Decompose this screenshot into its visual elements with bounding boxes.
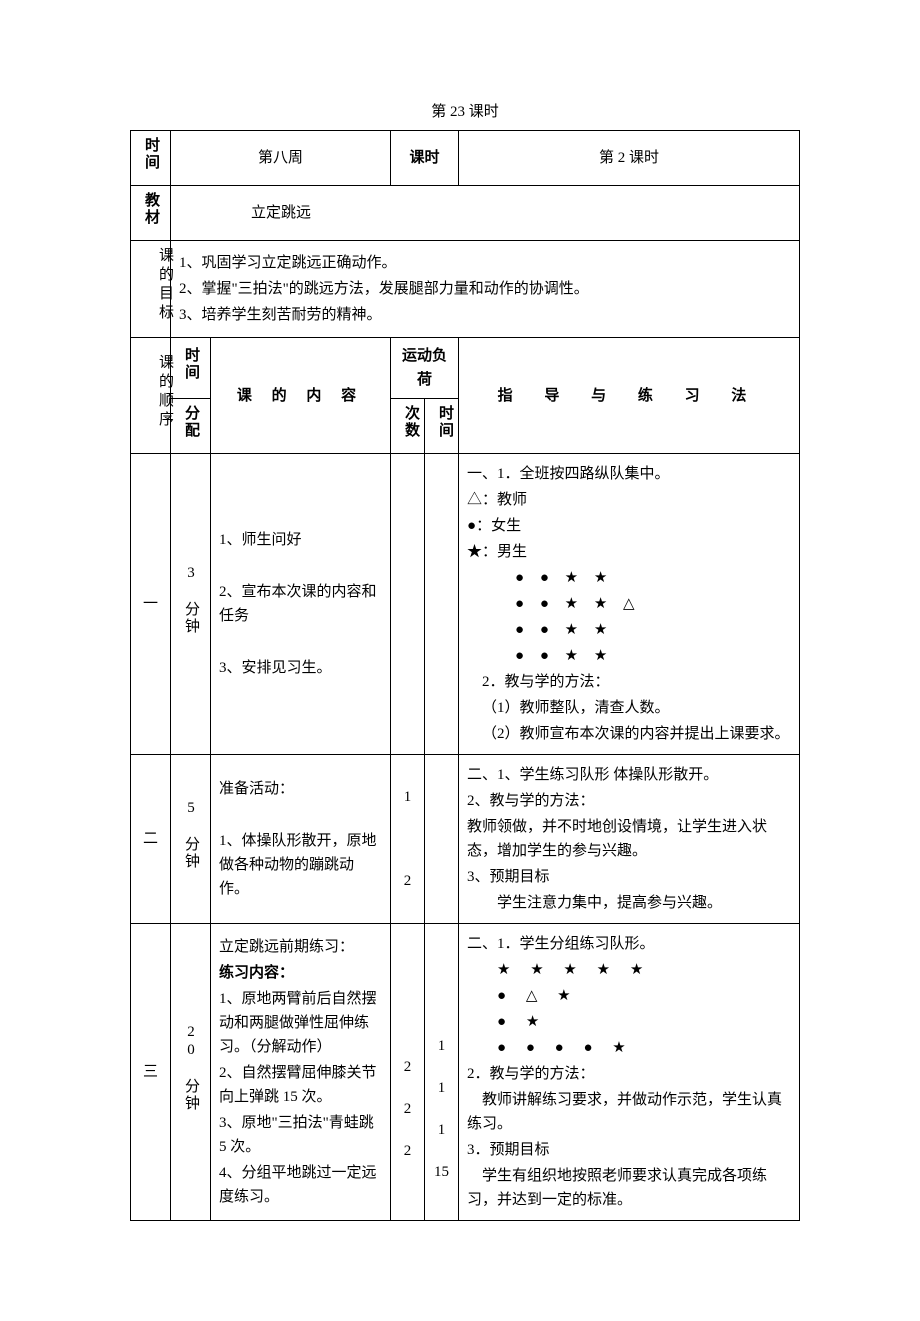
time-cell: 3 分钟 bbox=[171, 454, 211, 755]
goal-line: 3、培养学生刻苦耐劳的精神。 bbox=[179, 303, 791, 327]
section-row: 三 20 分钟 立定跳远前期练习： 练习内容： 1、原地两臂前后自然摆动和两腿做… bbox=[131, 924, 800, 1221]
content-subtitle: 练习内容： bbox=[219, 961, 382, 985]
legend-line: △：教师 bbox=[467, 488, 791, 512]
guide-line: （2）教师宣布本次课的内容并提出上课要求。 bbox=[467, 722, 791, 746]
guide-cell: 二、1、学生练习队形 体操队形散开。 2、教与学的方法： 教师领做，并不时地创设… bbox=[459, 755, 800, 924]
formation-block: ● ● ★ ★ ● ● ★ ★ △ ● ● ★ ★ ● ● ★ ★ bbox=[515, 566, 791, 668]
guide-cell: 一、1．全班按四路纵队集中。 △：教师 ●：女生 ★：男生 ● ● ★ ★ ● … bbox=[459, 454, 800, 755]
content-cell: 准备活动： 1、体操队形散开，原地做各种动物的蹦跳动作。 bbox=[211, 755, 391, 924]
content-line: 1、师生问好 bbox=[219, 528, 382, 552]
content-cell: 1、师生问好 2、宣布本次课的内容和任务 3、安排见习生。 bbox=[211, 454, 391, 755]
guide-line: 教师领做，并不时地创设情境，让学生进入状态，增加学生的参与兴趣。 bbox=[467, 815, 791, 863]
order-cell: 一 bbox=[131, 454, 171, 755]
guide-line: 2．教与学的方法： bbox=[467, 1062, 791, 1086]
legend-line: ★：男生 bbox=[467, 540, 791, 564]
order-col-label: 课的顺序 bbox=[131, 338, 171, 454]
section-row: 一 3 分钟 1、师生问好 2、宣布本次课的内容和任务 3、安排见习生。 一、1… bbox=[131, 454, 800, 755]
content-line: 1、原地两臂前后自然摆动和两腿做弹性屈伸练习。（分解动作） bbox=[219, 987, 382, 1059]
guide-line: 教师讲解练习要求，并做动作示范，学生认真练习。 bbox=[467, 1088, 791, 1136]
time-cell: 20 分钟 bbox=[171, 924, 211, 1221]
lesson-plan-table: 时间 第八周 课时 第 2 课时 教材 立定跳远 课的目标 1、巩固学习立定跳远… bbox=[130, 130, 800, 1221]
load-col-label: 运动负荷 bbox=[391, 338, 459, 399]
content-title: 立定跳远前期练习： bbox=[219, 935, 382, 959]
period-label: 课时 bbox=[391, 131, 459, 186]
count-cell: 2 2 2 bbox=[391, 924, 425, 1221]
guide-line: 3．预期目标 bbox=[467, 1138, 791, 1162]
content-line: 准备活动： bbox=[219, 777, 382, 801]
goal-line: 2、掌握"三拍法"的跳远方法，发展腿部力量和动作的协调性。 bbox=[179, 277, 791, 301]
week-value: 第八周 bbox=[171, 131, 391, 186]
guide-line: 2．教与学的方法： bbox=[467, 670, 791, 694]
formation-block: ★ ★ ★ ★ ★ ● △ ★ ● ★ ● ● ● ● ★ bbox=[497, 958, 791, 1060]
content-cell: 立定跳远前期练习： 练习内容： 1、原地两臂前后自然摆动和两腿做弹性屈伸练习。（… bbox=[211, 924, 391, 1221]
guide-line: 3、预期目标 bbox=[467, 865, 791, 889]
guide-line: 学生注意力集中，提高参与兴趣。 bbox=[467, 891, 791, 915]
goal-line: 1、巩固学习立定跳远正确动作。 bbox=[179, 251, 791, 275]
guide-line: 学生有组织地按照老师要求认真完成各项练习，并达到一定的标准。 bbox=[467, 1164, 791, 1212]
content-line: 2、自然摆臂屈伸膝关节向上弹跳 15 次。 bbox=[219, 1061, 382, 1109]
count-cell: 1 2 bbox=[391, 755, 425, 924]
section-row: 二 5 分钟 准备活动： 1、体操队形散开，原地做各种动物的蹦跳动作。 1 2 … bbox=[131, 755, 800, 924]
guide-line: 2、教与学的方法： bbox=[467, 789, 791, 813]
duration-cell bbox=[425, 454, 459, 755]
page-title: 第 23 课时 bbox=[130, 100, 800, 124]
guide-line: （1）教师整队，清查人数。 bbox=[467, 696, 791, 720]
count-col-label: 次数 bbox=[391, 399, 425, 454]
guide-line: 一、1．全班按四路纵队集中。 bbox=[467, 462, 791, 486]
order-cell: 二 bbox=[131, 755, 171, 924]
count-cell bbox=[391, 454, 425, 755]
duration-cell: 1 1 1 15 bbox=[425, 924, 459, 1221]
duration-cell bbox=[425, 755, 459, 924]
guide-line: 二、1、学生练习队形 体操队形散开。 bbox=[467, 763, 791, 787]
content-col-label: 课 的 内 容 bbox=[211, 338, 391, 454]
material-label: 教材 bbox=[131, 186, 171, 241]
goals-label: 课的目标 bbox=[131, 241, 171, 338]
content-line: 1、体操队形散开，原地做各种动物的蹦跳动作。 bbox=[219, 829, 382, 901]
content-line: 3、原地"三拍法"青蛙跳 5 次。 bbox=[219, 1111, 382, 1159]
guide-line: 二、1．学生分组练习队形。 bbox=[467, 932, 791, 956]
period-value: 第 2 课时 bbox=[459, 131, 800, 186]
time-cell: 5 分钟 bbox=[171, 755, 211, 924]
guide-cell: 二、1．学生分组练习队形。 ★ ★ ★ ★ ★ ● △ ★ ● ★ ● ● ● … bbox=[459, 924, 800, 1221]
material-value: 立定跳远 bbox=[171, 186, 800, 241]
content-line: 2、宣布本次课的内容和任务 bbox=[219, 580, 382, 628]
time-label: 时间 bbox=[131, 131, 171, 186]
duration-col-label: 时间 bbox=[425, 399, 459, 454]
content-line: 3、安排见习生。 bbox=[219, 656, 382, 680]
guide-col-label: 指 导 与 练 习 法 bbox=[459, 338, 800, 454]
order-cell: 三 bbox=[131, 924, 171, 1221]
content-line: 4、分组平地跳过一定远度练习。 bbox=[219, 1161, 382, 1209]
goals-cell: 1、巩固学习立定跳远正确动作。 2、掌握"三拍法"的跳远方法，发展腿部力量和动作… bbox=[171, 241, 800, 338]
legend-line: ●：女生 bbox=[467, 514, 791, 538]
